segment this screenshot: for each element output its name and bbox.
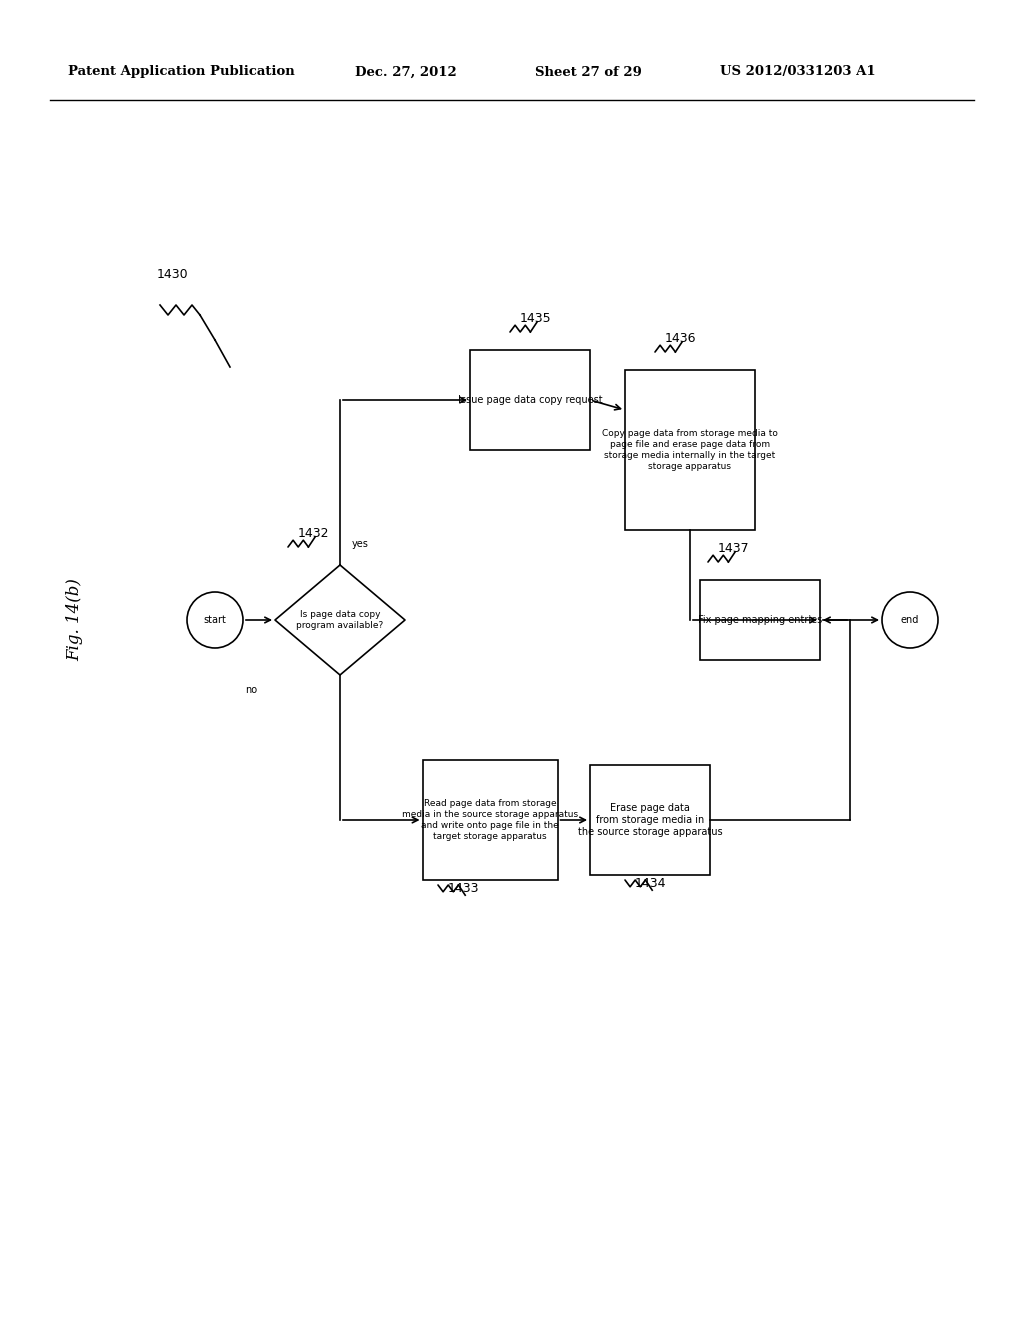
Text: yes: yes [352,539,369,549]
Text: 1435: 1435 [520,312,552,325]
Bar [700,579,820,660]
Bar [423,760,557,880]
Bar [590,766,710,875]
Text: 1436: 1436 [665,333,696,345]
Text: Is page data copy
program available?: Is page data copy program available? [296,610,384,630]
Text: 1433: 1433 [449,882,479,895]
Text: end: end [901,615,920,624]
Text: Copy page data from storage media to
page file and erase page data from
storage : Copy page data from storage media to pag… [602,429,778,471]
Text: start: start [204,615,226,624]
Text: 1437: 1437 [718,543,750,554]
Text: Fix page mapping entries: Fix page mapping entries [698,615,822,624]
Text: 1434: 1434 [635,876,667,890]
Text: no: no [245,685,257,696]
Text: Erase page data
from storage media in
the source storage apparatus: Erase page data from storage media in th… [578,803,722,837]
Text: 1430: 1430 [157,268,188,281]
Text: Issue page data copy request: Issue page data copy request [458,395,602,405]
Text: 1432: 1432 [298,527,330,540]
Text: Read page data from storage
media in the source storage apparatus
and write onto: Read page data from storage media in the… [402,799,579,841]
Text: US 2012/0331203 A1: US 2012/0331203 A1 [720,66,876,78]
Text: Sheet 27 of 29: Sheet 27 of 29 [535,66,642,78]
Bar [625,370,755,531]
Text: Fig. 14(b): Fig. 14(b) [67,578,84,661]
Text: Dec. 27, 2012: Dec. 27, 2012 [355,66,457,78]
Text: Patent Application Publication: Patent Application Publication [68,66,295,78]
Bar [470,350,590,450]
